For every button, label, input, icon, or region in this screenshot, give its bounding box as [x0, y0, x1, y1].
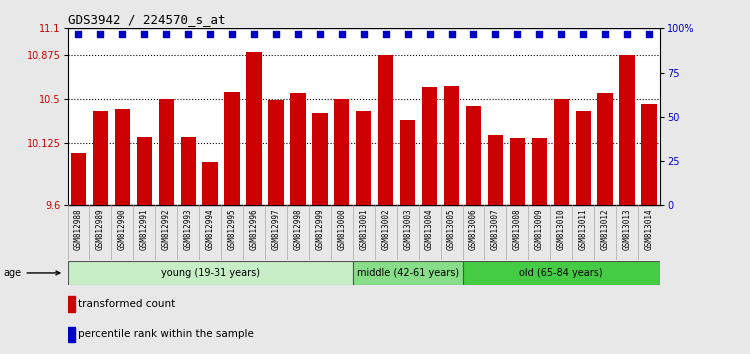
Bar: [532, 138, 547, 205]
Bar: [356, 111, 371, 205]
Bar: [115, 109, 130, 205]
Text: young (19-31 years): young (19-31 years): [160, 268, 260, 278]
Text: old (65-84 years): old (65-84 years): [520, 268, 603, 278]
Text: GSM813014: GSM813014: [644, 208, 653, 250]
Text: GSM813007: GSM813007: [491, 208, 500, 250]
Point: [160, 31, 172, 36]
Point: [446, 31, 458, 36]
Text: GSM813000: GSM813000: [338, 208, 346, 250]
Text: middle (42-61 years): middle (42-61 years): [356, 268, 459, 278]
Point: [226, 31, 238, 36]
Text: GSM812991: GSM812991: [140, 208, 148, 250]
Point: [621, 31, 633, 36]
Text: GSM812996: GSM812996: [250, 208, 259, 250]
Bar: [181, 137, 196, 205]
Text: GSM813008: GSM813008: [513, 208, 522, 250]
Text: GSM813005: GSM813005: [447, 208, 456, 250]
Point: [490, 31, 502, 36]
Text: GSM813003: GSM813003: [404, 208, 412, 250]
Point: [358, 31, 370, 36]
Point: [73, 31, 85, 36]
Bar: [575, 111, 591, 205]
Bar: [444, 86, 459, 205]
Text: GSM812994: GSM812994: [206, 208, 214, 250]
Point: [578, 31, 590, 36]
Bar: [510, 138, 525, 205]
Text: transformed count: transformed count: [78, 299, 175, 309]
Bar: [400, 120, 416, 205]
Text: GSM813004: GSM813004: [425, 208, 434, 250]
Bar: [620, 56, 634, 205]
Bar: [93, 111, 108, 205]
Point: [424, 31, 436, 36]
Point: [116, 31, 128, 36]
Point: [643, 31, 655, 36]
Point: [138, 31, 150, 36]
Text: GSM813012: GSM813012: [601, 208, 610, 250]
Bar: [202, 162, 217, 205]
Bar: [466, 106, 482, 205]
Bar: [378, 56, 393, 205]
Text: age: age: [3, 268, 60, 278]
Point: [512, 31, 524, 36]
Point: [533, 31, 545, 36]
Bar: [136, 137, 152, 205]
Text: GSM812990: GSM812990: [118, 208, 127, 250]
Bar: [312, 113, 328, 205]
Point: [314, 31, 326, 36]
FancyBboxPatch shape: [352, 261, 463, 285]
Text: GSM812995: GSM812995: [227, 208, 236, 250]
Text: GSM812993: GSM812993: [184, 208, 193, 250]
Text: GSM813013: GSM813013: [622, 208, 632, 250]
Point: [182, 31, 194, 36]
Text: GSM813011: GSM813011: [579, 208, 588, 250]
Bar: [246, 52, 262, 205]
Text: GSM813009: GSM813009: [535, 208, 544, 250]
Text: GSM813002: GSM813002: [381, 208, 390, 250]
Text: GSM812997: GSM812997: [272, 208, 280, 250]
Point: [380, 31, 392, 36]
FancyBboxPatch shape: [463, 261, 660, 285]
Bar: [158, 99, 174, 205]
Bar: [488, 135, 503, 205]
Bar: [224, 92, 240, 205]
Point: [204, 31, 216, 36]
Text: GSM813010: GSM813010: [556, 208, 566, 250]
Bar: [641, 104, 657, 205]
FancyBboxPatch shape: [68, 261, 352, 285]
Text: GSM812988: GSM812988: [74, 208, 83, 250]
Text: GDS3942 / 224570_s_at: GDS3942 / 224570_s_at: [68, 13, 225, 26]
Text: GSM812989: GSM812989: [96, 208, 105, 250]
Bar: [268, 100, 284, 205]
Point: [467, 31, 479, 36]
Bar: [290, 93, 305, 205]
Text: GSM813006: GSM813006: [469, 208, 478, 250]
Point: [94, 31, 106, 36]
Point: [248, 31, 260, 36]
Bar: [598, 93, 613, 205]
Text: GSM812999: GSM812999: [315, 208, 324, 250]
Text: GSM813001: GSM813001: [359, 208, 368, 250]
Point: [402, 31, 414, 36]
Point: [270, 31, 282, 36]
Point: [599, 31, 611, 36]
Point: [555, 31, 567, 36]
Bar: [70, 153, 86, 205]
Text: GSM812998: GSM812998: [293, 208, 302, 250]
Text: GSM812992: GSM812992: [162, 208, 171, 250]
Bar: [68, 296, 75, 312]
Bar: [422, 87, 437, 205]
Text: percentile rank within the sample: percentile rank within the sample: [78, 330, 254, 339]
Point: [336, 31, 348, 36]
Bar: [334, 99, 350, 205]
Bar: [68, 326, 75, 342]
Bar: [554, 99, 569, 205]
Point: [292, 31, 304, 36]
